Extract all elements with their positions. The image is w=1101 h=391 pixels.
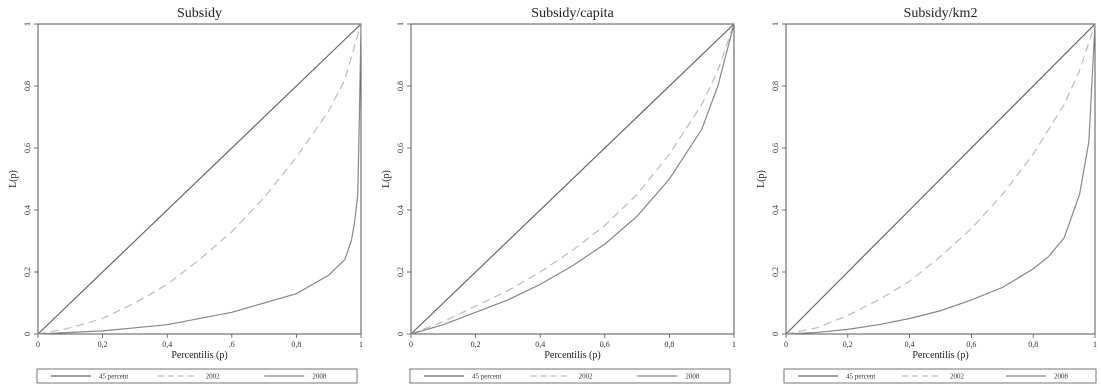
series-line-2008 [410,23,735,335]
legend: 45 percent 2002 2008 [783,368,1097,384]
legend-label: 2008 [312,373,327,381]
x-tick-label: 0,8 [664,340,674,349]
legend: 45 percent 2002 2008 [409,368,731,384]
x-tick-label: 1 [732,340,736,349]
y-tick-label: 0,6 [396,143,405,153]
series-line-45-percent [37,23,362,335]
x-tick-label: 0,4 [162,340,172,349]
y-axis-label: L(p) [8,170,19,188]
y-tick-label: 1 [23,22,32,26]
legend-label: 45 percent [99,373,128,381]
chart-panel-2: Subsidy/capita 0 0,2 0,4 0,6 0,8 1 0 0,2 0,4 0,6 0,… [381,6,736,384]
x-axis-label: Percentilis (p) [544,350,600,361]
x-tick-label: 0,2 [843,340,853,349]
legend-label: 2002 [950,373,965,381]
legend-box [36,368,358,384]
x-tick-label: 1 [359,340,363,349]
legend-label: 2008 [685,373,700,381]
y-tick-label: 0 [771,332,780,336]
y-tick-label: 1 [396,22,405,26]
x-tick-label: 0,8 [291,340,301,349]
series-line-2002 [410,23,735,335]
y-tick-label: 0 [396,332,405,336]
x-tick-label: 0,6 [600,340,610,349]
x-tick-label: 1 [1093,340,1097,349]
y-tick-label: 1 [771,22,780,26]
y-tick-label: 0 [23,332,32,336]
plot-frame [410,23,735,335]
y-tick-label: 0,6 [23,143,32,153]
plot-frame [785,23,1096,335]
series-line-2008 [37,23,362,335]
x-tick-label: 0,4 [535,340,545,349]
legend-box [409,368,731,384]
series-line-2008 [785,23,1096,335]
series-line-2002 [37,23,362,335]
y-tick-label: 0,8 [23,81,32,91]
x-tick-label: 0,4 [905,340,915,349]
y-tick-label: 0,4 [771,205,780,215]
x-tick-label: 0 [784,340,788,349]
y-tick-label: 0,8 [396,81,405,91]
x-axis-label: Percentilis (p) [912,350,968,361]
x-tick-label: 0,2 [471,340,481,349]
y-axis-label: L(p) [756,170,767,188]
series-line-2002 [785,23,1096,335]
y-tick-label: 0,2 [23,267,32,277]
x-tick-label: 0 [36,340,40,349]
chart-panel-1: Subsidy 0 0,2 0,4 .6 0,8 1 0 0,2 0,4 0,6 0,8 1 Percen… [8,6,363,384]
series-line-45-percent [410,23,735,335]
chart-title: Subsidy/capita [531,6,614,21]
chart-panel-3: Subsidy/km2 0 0,2 0,4 0,6 0,8 1 0 0,2 0,4 0,6 0,8 1 P… [756,6,1097,384]
chart-title: Subsidy/km2 [904,6,978,21]
y-tick-label: 0,8 [771,81,780,91]
legend: 45 percent 2002 2008 [36,368,358,384]
y-tick-label: 0,4 [23,205,32,215]
plot-frame [37,23,362,335]
legend-box [783,368,1097,384]
y-axis-label: L(p) [381,170,392,188]
x-tick-label: 0 [409,340,413,349]
x-tick-label: 0,2 [98,340,108,349]
y-tick-label: 0,6 [771,143,780,153]
x-tick-label: .6 [229,340,235,349]
series-line-45-percent [785,23,1096,335]
x-tick-label: 0,8 [1028,340,1038,349]
y-tick-label: 0,4 [396,205,405,215]
x-tick-label: 0,6 [966,340,976,349]
y-tick-label: 0,2 [396,267,405,277]
legend-label: 2002 [206,373,221,381]
legend-label: 45 percent [846,373,875,381]
legend-label: 45 percent [472,373,501,381]
legend-label: 2002 [579,373,594,381]
x-axis-label: Percentilis (p) [171,350,227,361]
chart-title: Subsidy [177,6,222,21]
legend-label: 2008 [1054,373,1069,381]
y-tick-label: 0,2 [771,267,780,277]
